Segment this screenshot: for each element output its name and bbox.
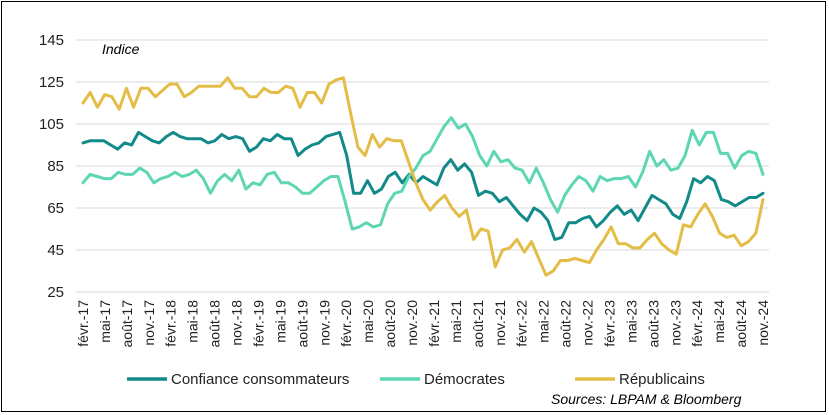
x-tick-label: nov.-18 (229, 300, 245, 346)
x-tick-label: nov.-22 (580, 300, 596, 346)
x-tick-label: mai-21 (448, 300, 464, 343)
x-tick-label: nov.-20 (404, 300, 420, 346)
y-tick-label: 125 (39, 74, 64, 91)
x-tick-label: août-18 (207, 300, 223, 348)
legend-label-1: Démocrates (424, 371, 505, 388)
x-tick-label: mai-24 (711, 300, 727, 343)
x-tick-label: févr.-24 (689, 300, 705, 347)
x-tick-label: févr.-17 (75, 300, 91, 347)
y-tick-label: 65 (47, 200, 64, 217)
x-tick-label: août-19 (294, 300, 310, 348)
y-tick-label: 145 (39, 32, 64, 49)
x-tick-label: nov.-19 (316, 300, 332, 346)
x-tick-label: févr.-20 (338, 300, 354, 347)
x-tick-label: nov.-21 (492, 300, 508, 346)
legend-label-2: Républicains (619, 371, 705, 388)
x-tick-label: août-23 (645, 300, 661, 348)
x-tick-label: nov.-17 (141, 300, 157, 346)
y-axis-label: Indice (102, 41, 140, 57)
y-tick-label: 105 (39, 116, 64, 133)
x-tick-label: mai-18 (185, 300, 201, 343)
x-tick-label: août-17 (119, 300, 135, 348)
y-tick-label: 45 (47, 242, 64, 259)
x-tick-label: févr.-21 (426, 300, 442, 347)
x-tick-label: nov.-23 (667, 300, 683, 346)
legend: Confiance consommateurs Démocrates Républi… (127, 371, 705, 388)
x-tick-label: mai-19 (272, 300, 288, 343)
x-tick-label: mai-20 (360, 300, 376, 343)
x-tick-label: août-20 (382, 300, 398, 348)
x-tick-label: mai-22 (536, 300, 552, 343)
series-line-1 (81, 116, 765, 231)
x-tick-label: févr.-22 (514, 300, 530, 347)
x-axis-ticks: févr.-17 mai-17 août-17 nov.-17 févr.-18 mai-… (75, 300, 771, 348)
x-tick-label: févr.-18 (163, 300, 179, 347)
y-tick-label: 25 (47, 284, 64, 301)
x-tick-label: août-22 (558, 300, 574, 348)
x-tick-label: août-21 (470, 300, 486, 348)
series-line-2 (81, 76, 765, 277)
y-tick-label: 85 (47, 158, 64, 175)
x-tick-label: mai-17 (97, 300, 113, 343)
y-axis-ticks: 25 45 65 85 105 125 145 (39, 32, 64, 301)
x-tick-label: août-24 (733, 300, 749, 348)
x-tick-label: févr.-23 (601, 300, 617, 347)
series-line-0 (81, 130, 765, 241)
legend-label-0: Confiance consommateurs (171, 371, 349, 388)
gridlines (76, 39, 769, 293)
x-tick-label: nov.-24 (755, 300, 771, 346)
source-note: Sources: LBPAM & Bloomberg (551, 391, 742, 407)
x-tick-label: févr.-19 (250, 300, 266, 347)
series-lines (81, 76, 765, 277)
x-tick-label: mai-23 (623, 300, 639, 343)
